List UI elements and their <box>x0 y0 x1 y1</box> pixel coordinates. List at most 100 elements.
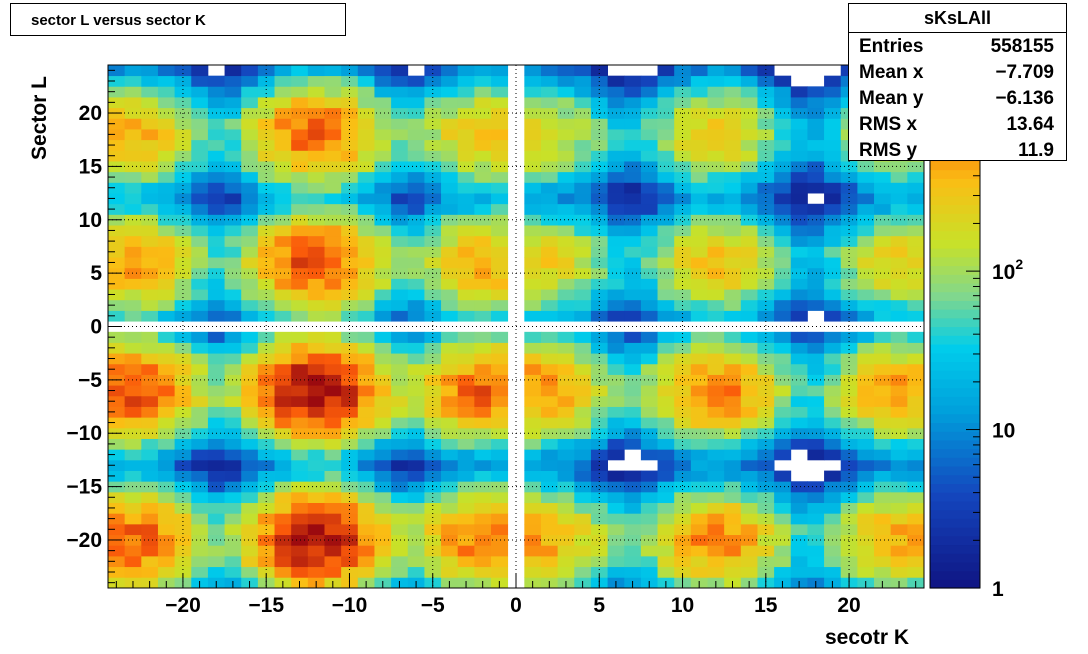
palette-swatch <box>930 378 980 389</box>
heatmap-cell <box>324 182 342 194</box>
heatmap-cell <box>224 310 242 322</box>
heatmap-cell <box>157 139 176 151</box>
heatmap-cell <box>840 246 858 258</box>
heatmap-cell <box>224 438 242 450</box>
heatmap-cell <box>857 299 875 311</box>
y-tick-label: −5 <box>78 369 102 392</box>
heatmap-cell <box>274 246 292 258</box>
heatmap-cell <box>857 502 875 514</box>
heatmap-cell <box>874 289 892 301</box>
heatmap-cell <box>774 534 792 546</box>
heatmap-cell <box>890 427 908 439</box>
heatmap-cell <box>441 342 459 354</box>
heatmap-cell <box>690 438 708 450</box>
heatmap-cell <box>191 139 209 151</box>
heatmap-cell <box>640 75 658 87</box>
heatmap-cell <box>857 566 875 578</box>
heatmap-cell <box>157 555 176 568</box>
heatmap-cell <box>191 97 209 109</box>
heatmap-cell <box>557 342 575 354</box>
heatmap-cell <box>740 129 758 141</box>
heatmap-cell <box>457 150 475 162</box>
heatmap-cell <box>141 566 159 578</box>
heatmap-cell <box>790 235 808 247</box>
heatmap-cell <box>341 97 359 109</box>
heatmap-cell <box>540 278 559 290</box>
heatmap-cell <box>790 182 808 194</box>
heatmap-cell <box>657 353 675 365</box>
heatmap-cell <box>374 75 392 87</box>
heatmap-cell <box>790 342 808 354</box>
heatmap-cell <box>707 470 725 482</box>
heatmap-cell <box>141 534 159 546</box>
heatmap-cell <box>108 182 126 194</box>
heatmap-cell <box>557 566 575 578</box>
heatmap-cell <box>790 534 808 546</box>
heatmap-cell <box>207 385 225 397</box>
heatmap-cell <box>890 513 908 525</box>
heatmap-cell <box>574 129 592 141</box>
palette-swatch <box>930 465 980 476</box>
heatmap-cell <box>291 171 309 183</box>
heatmap-cell <box>740 459 758 471</box>
heatmap-cell <box>307 385 325 397</box>
heatmap-cell <box>707 491 725 504</box>
heatmap-cell <box>640 235 658 247</box>
heatmap-cell <box>124 331 142 343</box>
heatmap-cell <box>807 267 825 279</box>
heatmap-cell <box>457 523 475 536</box>
heatmap-cell <box>474 171 492 183</box>
heatmap-cell <box>690 502 708 514</box>
heatmap-cell <box>607 97 625 109</box>
heatmap-cell <box>291 86 309 98</box>
heatmap-cell <box>141 363 159 375</box>
heatmap-cell <box>524 385 542 397</box>
heatmap-cell <box>307 75 325 87</box>
heatmap-cell <box>790 481 808 493</box>
palette-swatch <box>930 570 980 580</box>
heatmap-cell <box>191 129 209 141</box>
heatmap-cell <box>840 214 858 226</box>
heatmap-cell <box>690 129 708 141</box>
heatmap-cell <box>574 289 592 301</box>
heatmap-cell <box>491 257 509 269</box>
heatmap-cell <box>857 310 875 322</box>
heatmap-cell <box>357 86 375 98</box>
heatmap-cell <box>857 459 875 471</box>
heatmap-cell <box>324 97 342 109</box>
heatmap-cell <box>607 278 625 290</box>
heatmap-cell <box>491 139 509 151</box>
heatmap-cell <box>690 545 708 557</box>
heatmap-cell <box>108 118 126 130</box>
heatmap-cell <box>241 310 259 322</box>
y-tick-label: 5 <box>90 262 102 285</box>
heatmap-cell <box>157 545 176 557</box>
heatmap-cell <box>357 513 375 525</box>
y-axis-label: Sector L <box>28 75 51 161</box>
heatmap-cell <box>324 491 342 504</box>
heatmap-cell <box>324 331 342 343</box>
heatmap-cell <box>774 470 792 482</box>
heatmap-cell <box>124 534 142 546</box>
heatmap-cell <box>441 161 459 173</box>
heatmap-cell <box>807 139 825 151</box>
heatmap-cell <box>574 363 592 375</box>
heatmap-cell <box>724 491 742 504</box>
heatmap-cell <box>141 513 159 525</box>
heatmap-cell <box>108 395 126 407</box>
heatmap-cell <box>724 182 742 194</box>
heatmap-cell <box>357 278 375 290</box>
heatmap-cell <box>624 438 642 450</box>
heatmap-cell <box>690 203 708 215</box>
heatmap-cell <box>690 182 708 194</box>
heatmap-cell <box>441 502 459 514</box>
heatmap-cell <box>790 491 808 504</box>
heatmap-cell <box>207 449 225 461</box>
heatmap-cell <box>857 491 875 504</box>
heatmap-cell <box>674 150 692 162</box>
heatmap-cell <box>857 353 875 365</box>
heatmap-cell <box>890 449 908 461</box>
heatmap-cell <box>307 86 325 98</box>
heatmap-cell <box>807 171 825 183</box>
heatmap-cell <box>707 257 725 269</box>
